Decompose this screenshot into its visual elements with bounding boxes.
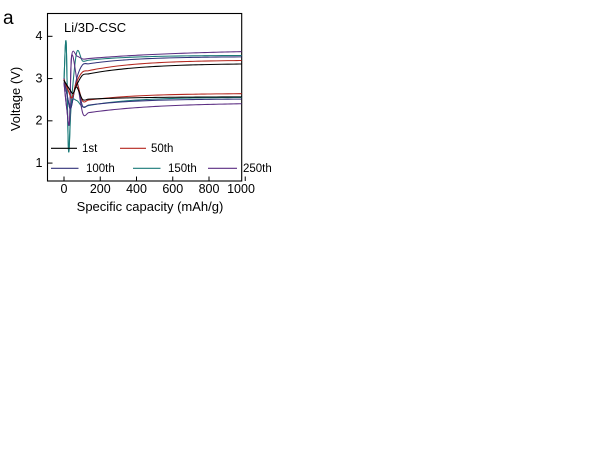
svg-text:150th: 150th — [168, 163, 197, 175]
svg-text:200: 200 — [90, 182, 111, 196]
svg-text:0: 0 — [61, 182, 68, 196]
svg-text:1st: 1st — [82, 143, 98, 155]
svg-text:250th: 250th — [243, 163, 272, 175]
svg-text:1000: 1000 — [227, 182, 255, 196]
svg-text:2: 2 — [36, 114, 43, 128]
svg-text:100th: 100th — [86, 163, 115, 175]
svg-text:3: 3 — [36, 72, 43, 86]
svg-text:50th: 50th — [151, 143, 173, 155]
svg-text:Specific capacity (mAh/g): Specific capacity (mAh/g) — [77, 199, 224, 214]
svg-text:Voltage (V): Voltage (V) — [8, 67, 23, 131]
svg-text:600: 600 — [162, 182, 183, 196]
svg-text:400: 400 — [126, 182, 147, 196]
svg-text:1: 1 — [36, 156, 43, 170]
svg-text:Li/3D-CSC: Li/3D-CSC — [64, 20, 126, 35]
svg-text:4: 4 — [36, 29, 43, 43]
svg-text:a: a — [3, 8, 14, 29]
svg-text:800: 800 — [199, 182, 220, 196]
